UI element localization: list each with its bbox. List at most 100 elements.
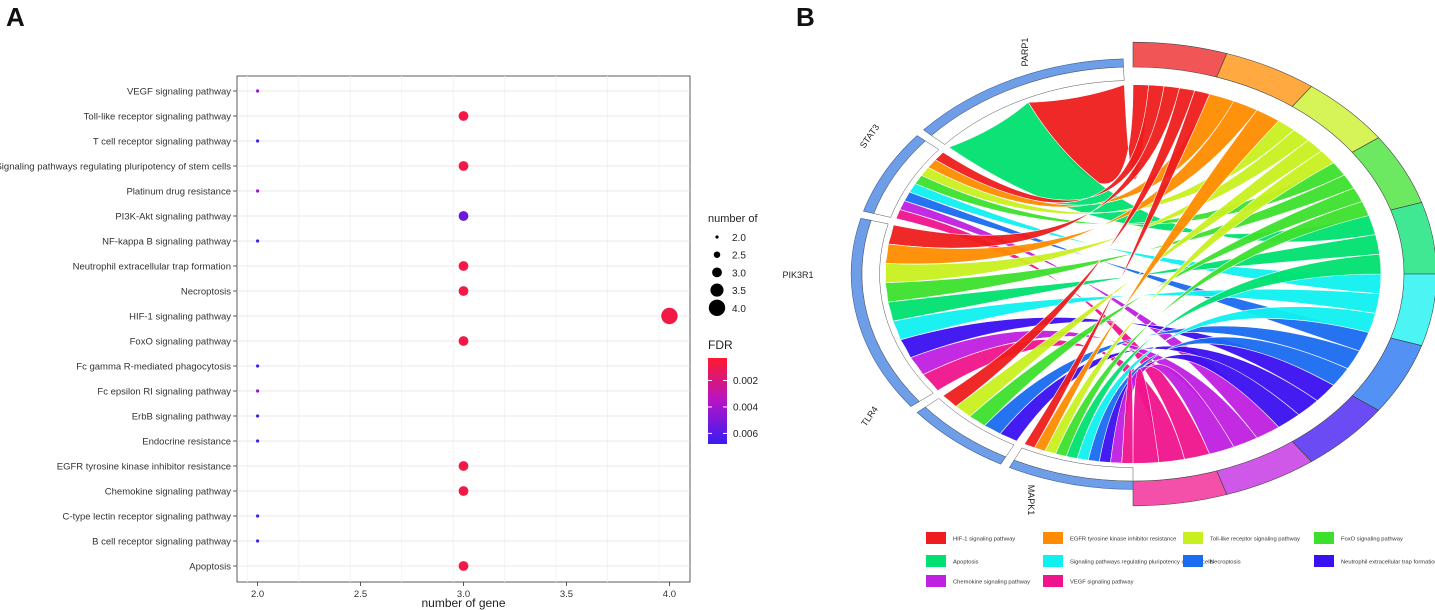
y-tick-label: Chemokine signaling pathway (105, 487, 231, 498)
chord-ribbons (884, 84, 1382, 464)
size-legend-label: 4.0 (732, 304, 746, 315)
data-point (255, 364, 260, 368)
legend-label: Signaling pathways regulating pluripoten… (1070, 560, 1214, 566)
y-tick-label: EGFR tyrosine kinase inhibitor resistanc… (57, 462, 231, 473)
pathway-segment (1132, 41, 1228, 78)
chord-ribbon (1034, 109, 1280, 452)
legend-swatch (926, 555, 946, 567)
gene-gap (1013, 447, 1134, 482)
y-tick-label: ErbB signaling pathway (132, 412, 232, 423)
legend-label: Neutrophil extracellular trap formation (1341, 560, 1435, 566)
pathway-segment (1390, 202, 1435, 275)
y-tick-label: T cell receptor signaling pathway (93, 137, 231, 148)
chord-ribbon (887, 234, 1380, 322)
legend-swatch (926, 575, 946, 587)
data-point (458, 286, 469, 296)
fdr-tick-label: 0.002 (733, 376, 758, 387)
x-axis-label: number of gene (421, 596, 505, 610)
data-point (458, 161, 469, 171)
pathway-segment (1351, 337, 1423, 411)
legend-swatch (1043, 575, 1063, 587)
chord-ribbon (955, 139, 1323, 417)
bubble-chart: VEGF signaling pathway Toll-like receptor… (0, 75, 760, 610)
data-point (458, 111, 469, 121)
legend-swatch (926, 532, 946, 544)
gene-label: MAPK1 (1026, 485, 1036, 516)
y-tick-label: Signaling pathways regulating pluripoten… (0, 162, 231, 173)
x-tick-label: 3.0 (457, 589, 470, 600)
legend-swatch (1183, 532, 1203, 544)
panel-b-label: B (796, 2, 815, 32)
legend-label: Chemokine signaling pathway (953, 580, 1030, 586)
gene-label: STAT3 (858, 122, 881, 150)
y-tick-label: Fc gamma R-mediated phagocytosis (76, 362, 231, 373)
gene-gap (861, 220, 934, 402)
chord-ribbon (1055, 201, 1370, 457)
legend-label: Toll-like receptor signaling pathway (1210, 537, 1300, 543)
fdr-tick-label: 0.006 (733, 429, 758, 440)
y-tick-label: Platinum drug resistance (126, 187, 231, 198)
y-tick-label: Apoptosis (189, 562, 231, 573)
size-legend-dot (713, 251, 721, 258)
data-point (255, 439, 260, 443)
y-tick-label: FoxO signaling pathway (130, 337, 232, 348)
data-point (255, 539, 260, 543)
size-legend-label: 2.5 (732, 251, 746, 262)
fdr-colorbar (708, 358, 727, 444)
data-point (255, 239, 260, 243)
panel-a-label: A (6, 2, 25, 32)
x-tick-label: 2.0 (251, 589, 264, 600)
gene-label: TLR4 (859, 404, 880, 428)
size-legend-label: 3.0 (732, 268, 746, 279)
data-point (255, 139, 260, 143)
plot-area (236, 75, 691, 583)
y-tick-label: PI3K-Akt signaling pathway (115, 212, 231, 223)
pathway-segment (1132, 470, 1228, 507)
data-point (661, 307, 678, 325)
data-point (458, 561, 469, 571)
y-tick-label: HIF-1 signaling pathway (129, 312, 231, 323)
data-point (458, 261, 469, 271)
legend-label: EGFR tyrosine kinase inhibitor resistanc… (1070, 537, 1176, 543)
chord-ribbon (885, 100, 1258, 265)
pathway-segment (1216, 441, 1312, 495)
data-point (255, 189, 260, 193)
size-legend-dot (712, 267, 722, 278)
pathway-segment (1216, 53, 1312, 107)
gene-gap (873, 140, 940, 218)
data-point (458, 461, 469, 471)
chord-ribbon (884, 174, 1355, 303)
pathway-segment (1390, 273, 1435, 346)
y-tick-label: B cell receptor signaling pathway (92, 537, 231, 548)
y-tick-label: Neutrophil extracellular trap formation (73, 262, 231, 273)
data-point (255, 389, 260, 393)
y-tick-label: Fc epsilon RI signaling pathway (97, 387, 231, 398)
chord-ribbon (884, 129, 1309, 284)
y-tick-label: Endocrine resistance (142, 437, 231, 448)
y-tick-label: C-type lectin receptor signaling pathway (63, 512, 232, 523)
size-legend-dot (708, 299, 726, 316)
legend-label: HIF-1 signaling pathway (953, 537, 1015, 543)
gene-gap (931, 66, 1125, 145)
y-tick-label: Toll-like receptor signaling pathway (84, 112, 232, 123)
size-legend-dot (715, 235, 719, 239)
legend-swatch (1043, 555, 1063, 567)
fdr-legend-title: FDR (708, 338, 733, 352)
y-tick-label: Necroptosis (181, 287, 231, 298)
legend-swatch (1043, 532, 1063, 544)
pathway-segment (1351, 137, 1423, 211)
chord-ribbon (942, 87, 1196, 407)
x-tick-label: 2.5 (354, 589, 367, 600)
data-point (255, 514, 260, 518)
legend-swatch (1314, 555, 1334, 567)
data-point (255, 414, 260, 418)
data-point (458, 211, 469, 221)
chord-ribbon (969, 187, 1363, 427)
chord-ribbon (887, 85, 1180, 249)
x-tick-label: 4.0 (663, 589, 676, 600)
legend-swatch (1314, 532, 1334, 544)
gene-gap (924, 398, 1015, 458)
y-tick-label: NF-kappa B signaling pathway (102, 237, 231, 248)
chord-ribbon (1023, 90, 1211, 449)
fdr-tick-label: 0.004 (733, 402, 758, 413)
